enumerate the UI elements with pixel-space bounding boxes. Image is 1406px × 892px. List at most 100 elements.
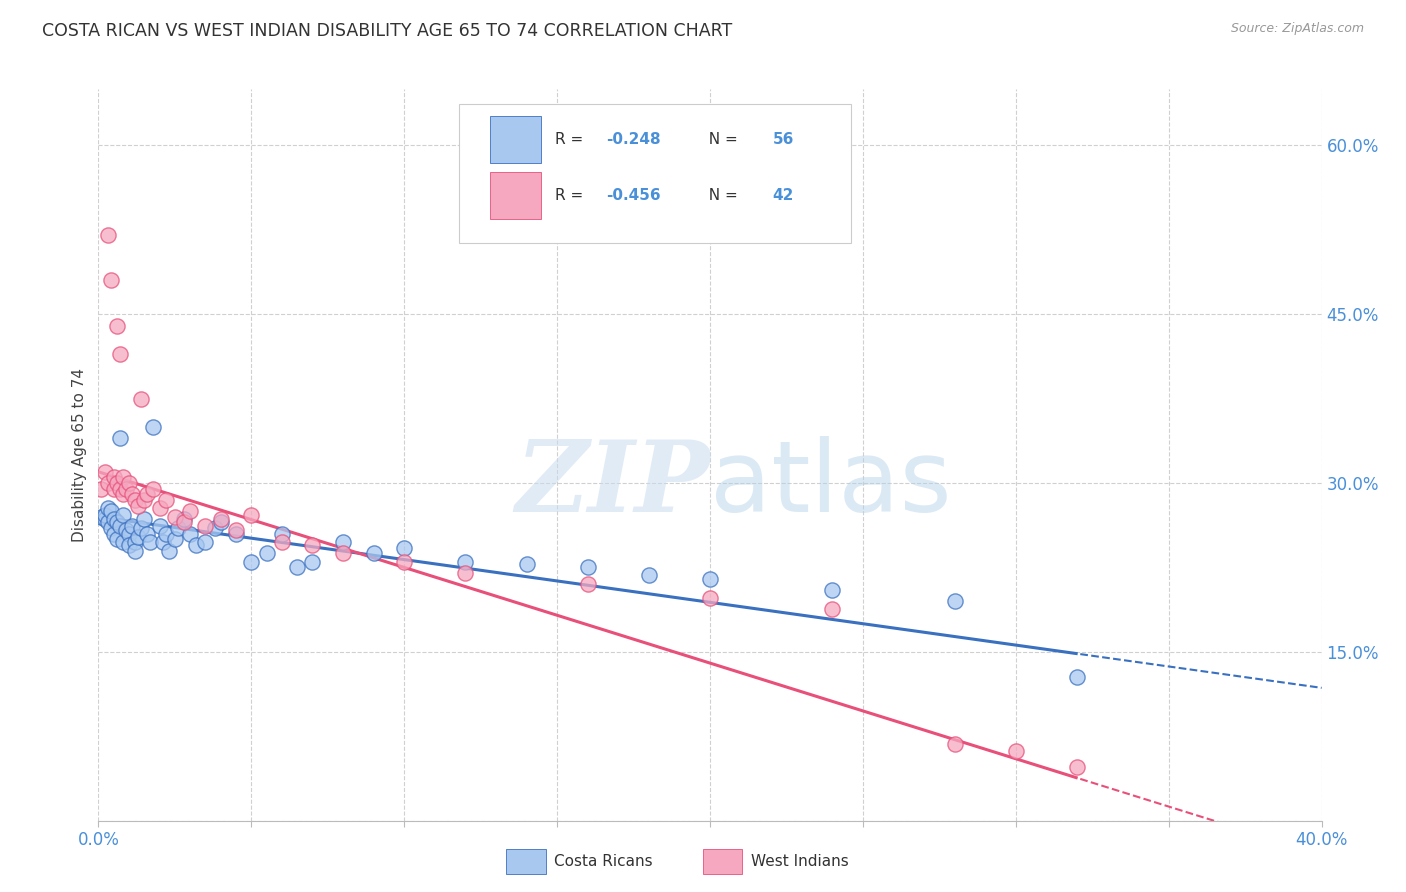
Bar: [489, 172, 541, 219]
Bar: [489, 116, 541, 163]
Point: [111, 534, 134, 549]
Point: [157, 543, 180, 558]
Text: ZIP: ZIP: [515, 436, 710, 533]
Point: [173, 512, 195, 526]
Point: [124, 492, 146, 507]
Point: [100, 504, 122, 518]
Point: [139, 534, 162, 549]
Point: [118, 476, 141, 491]
Point: [270, 534, 292, 549]
Point: [163, 509, 186, 524]
Point: [301, 538, 323, 552]
Point: [103, 526, 125, 541]
Text: atlas: atlas: [710, 435, 952, 533]
Point: [821, 602, 844, 616]
Point: [134, 512, 156, 526]
Text: Source: ZipAtlas.com: Source: ZipAtlas.com: [1230, 22, 1364, 36]
Point: [115, 482, 138, 496]
Point: [127, 530, 149, 544]
Point: [93, 508, 115, 522]
Point: [103, 470, 125, 484]
Point: [204, 521, 226, 535]
Point: [124, 534, 146, 549]
Point: [301, 555, 323, 569]
Point: [136, 487, 159, 501]
Point: [285, 560, 308, 574]
Point: [121, 487, 143, 501]
Point: [173, 516, 195, 530]
Point: [699, 591, 721, 605]
Point: [97, 476, 120, 491]
Text: 42: 42: [772, 188, 794, 203]
Point: [332, 534, 354, 549]
Text: COSTA RICAN VS WEST INDIAN DISABILITY AGE 65 TO 74 CORRELATION CHART: COSTA RICAN VS WEST INDIAN DISABILITY AG…: [42, 22, 733, 40]
Point: [194, 518, 217, 533]
Point: [118, 538, 141, 552]
Point: [111, 470, 134, 484]
Point: [121, 518, 143, 533]
Point: [127, 499, 149, 513]
Point: [943, 737, 966, 751]
Point: [152, 534, 174, 549]
Point: [142, 419, 165, 434]
Point: [392, 541, 416, 556]
Point: [1066, 670, 1088, 684]
Point: [155, 526, 177, 541]
FancyBboxPatch shape: [460, 103, 851, 243]
Point: [111, 487, 134, 501]
Point: [129, 392, 152, 406]
Point: [821, 582, 844, 597]
Point: [142, 482, 165, 496]
Point: [108, 431, 131, 445]
Point: [108, 346, 131, 360]
Point: [179, 504, 201, 518]
Text: 56: 56: [772, 132, 794, 147]
Point: [90, 482, 112, 496]
Point: [699, 572, 721, 586]
Point: [97, 516, 120, 530]
Point: [209, 512, 232, 526]
Point: [105, 533, 128, 547]
Text: Costa Ricans: Costa Ricans: [554, 855, 652, 869]
Point: [105, 318, 128, 333]
Point: [516, 557, 538, 571]
Point: [256, 546, 278, 560]
Point: [93, 512, 115, 526]
Text: N =: N =: [699, 188, 742, 203]
Point: [576, 560, 599, 574]
Point: [93, 465, 115, 479]
Point: [149, 518, 172, 533]
Point: [129, 521, 152, 535]
Point: [194, 534, 217, 549]
Point: [97, 500, 120, 515]
Point: [108, 482, 131, 496]
Point: [209, 516, 232, 530]
Text: N =: N =: [699, 132, 742, 147]
Point: [225, 526, 247, 541]
Point: [155, 492, 177, 507]
Point: [103, 512, 125, 526]
Point: [943, 594, 966, 608]
Point: [105, 516, 128, 530]
Point: [136, 526, 159, 541]
Point: [97, 228, 120, 243]
Point: [100, 521, 122, 535]
Text: R =: R =: [555, 132, 588, 147]
Point: [454, 555, 477, 569]
Point: [637, 568, 661, 582]
Point: [124, 543, 146, 558]
Point: [90, 509, 112, 524]
Point: [163, 533, 186, 547]
Y-axis label: Disability Age 65 to 74: Disability Age 65 to 74: [72, 368, 87, 542]
Point: [118, 526, 141, 541]
Point: [454, 566, 477, 580]
Point: [179, 526, 201, 541]
Point: [100, 273, 122, 287]
Point: [167, 521, 190, 535]
Text: R =: R =: [555, 188, 588, 203]
Point: [1066, 759, 1088, 773]
Point: [108, 518, 131, 533]
Point: [115, 524, 138, 538]
Point: [134, 492, 156, 507]
Point: [1004, 744, 1026, 758]
